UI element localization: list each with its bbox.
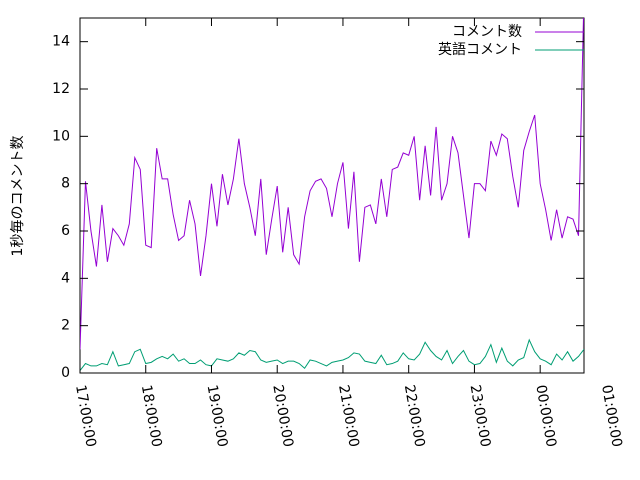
y-tick-label: 10	[52, 128, 70, 144]
x-tick-label: 20:00:00	[269, 384, 296, 449]
x-tick-label: 18:00:00	[138, 384, 165, 449]
x-tick-label: 19:00:00	[204, 384, 231, 449]
y-axis-label: 1秒毎のコメント数	[10, 136, 26, 257]
y-tick-label: 12	[52, 81, 70, 97]
legend-label: コメント数	[452, 24, 522, 40]
plot-frame	[79, 17, 585, 374]
y-tick-label: 0	[61, 365, 70, 381]
y-tick-label: 4	[61, 270, 70, 286]
x-tick-label: 21:00:00	[335, 384, 362, 449]
x-tick-label: 22:00:00	[401, 384, 428, 449]
x-tick-label: 17:00:00	[72, 384, 99, 449]
y-tick-label: 6	[61, 223, 70, 239]
series-line	[80, 18, 584, 350]
y-tick-label: 2	[61, 318, 70, 334]
x-tick-label: 00:00:00	[532, 384, 559, 449]
y-tick-label: 14	[52, 34, 70, 50]
plot-area	[80, 18, 584, 371]
series-line	[80, 338, 584, 371]
y-tick-label: 8	[61, 176, 70, 192]
x-tick-label: 01:00:00	[598, 384, 625, 449]
legend-label: 英語コメント	[438, 41, 522, 58]
x-tick-label: 23:00:00	[467, 384, 494, 449]
